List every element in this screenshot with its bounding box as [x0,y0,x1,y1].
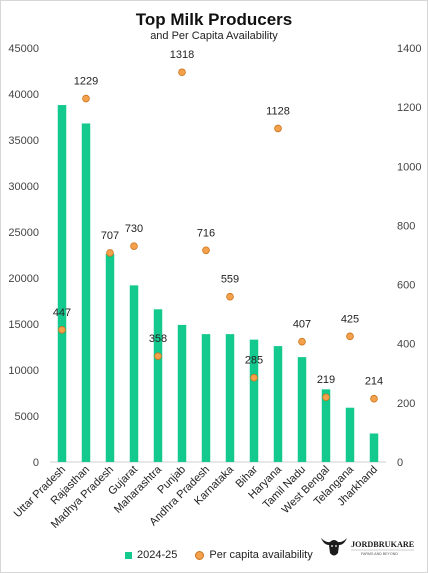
legend-item-dots: Per capita availability [195,549,313,561]
chart-legend: 2024-25 Per capita availability [125,549,313,561]
scatter-point [106,249,114,257]
scatter-point [370,394,378,403]
data-label: 1229 [74,76,98,88]
scatter-point [178,68,186,77]
data-label: 219 [317,374,335,386]
bar [225,334,235,462]
data-label: 425 [341,313,359,325]
left-axis-tick-label: 45000 [8,43,39,55]
left-axis-tick-label: 0 [33,457,39,469]
scatter-point [154,352,162,360]
bar [57,105,67,462]
bull-head-icon [321,538,347,556]
data-label: 716 [197,227,215,239]
right-axis-tick-label: 0 [397,457,403,469]
data-label: 407 [293,319,311,331]
left-axis-tick-label: 10000 [8,365,39,377]
right-axis-tick-label: 1200 [397,102,421,114]
right-axis-tick-label: 800 [397,220,415,232]
logo-wordmark: JORDBRUKARE [351,540,415,549]
legend-label-dots: Per capita availability [209,549,313,561]
scatter-point [250,373,258,382]
data-label: 1318 [170,49,194,61]
bar [321,389,331,462]
left-axis-tick-label: 20000 [8,273,39,285]
left-axis-tick-label: 25000 [8,227,39,239]
legend-swatch-dots [195,550,205,560]
data-label: 285 [245,355,263,367]
scatter-point [274,124,282,133]
legend-swatch-bars [125,551,132,559]
scatter-point [226,292,234,301]
right-axis-tick-label: 1400 [397,43,421,55]
bar [369,433,379,462]
bar [201,334,211,462]
bar [177,324,187,462]
data-label: 707 [101,230,119,242]
data-label: 358 [149,333,167,345]
left-axis-tick-label: 15000 [8,319,39,331]
bar [273,346,283,462]
scatter-point [130,242,138,250]
data-label: 214 [365,376,383,388]
chart-subtitle: and Per Capita Availability [150,30,278,42]
bar [129,285,139,462]
brand-logo: JORDBRUKARE FARMS AND BEYOND [321,538,415,556]
left-axis-tick-label: 5000 [15,411,39,423]
scatter-point [202,246,210,255]
right-axis-tick-label: 200 [397,398,415,410]
bar [249,339,259,462]
left-axis-tick-label: 30000 [8,181,39,193]
right-axis-tick-label: 600 [397,280,415,292]
bar [105,254,115,462]
chart-plot: 0500010000150002000025000300003500040000… [8,43,421,531]
left-axis-tick-label: 35000 [8,135,39,147]
chart-title: Top Milk Producers [135,10,293,29]
legend-label-bars: 2024-25 [137,549,178,561]
scatter-point [346,332,354,341]
data-label: 1128 [266,105,290,117]
bar [345,407,355,462]
data-label: 447 [53,307,71,319]
data-label: 730 [125,223,143,235]
left-axis-tick-label: 40000 [8,89,39,101]
scatter-point [82,94,90,103]
bar [153,309,163,462]
scatter-point [322,393,330,402]
legend-item-bars: 2024-25 [125,549,177,561]
scatter-point [298,337,306,346]
right-axis-tick-label: 1000 [397,161,421,173]
scatter-point [58,326,66,334]
logo-tagline: FARMS AND BEYOND [361,552,398,556]
data-label: 559 [221,274,239,286]
right-axis-tick-label: 400 [397,339,415,351]
bar [297,357,307,462]
bar [81,123,91,462]
